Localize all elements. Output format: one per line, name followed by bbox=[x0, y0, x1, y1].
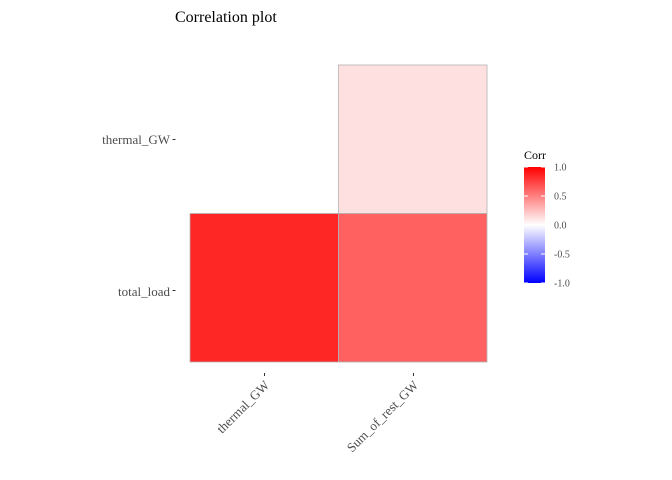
legend-tick-label: 1.0 bbox=[554, 163, 567, 174]
legend-ticks: 1.0 0.5 0.0 -0.5 -1.0 bbox=[524, 163, 570, 290]
legend-tick-label: 0.5 bbox=[554, 192, 567, 203]
heatmap-cell-thermal-gw-sum-of-rest-gw bbox=[338, 64, 488, 214]
heatmap-cells bbox=[189, 64, 488, 363]
y-tick-label-total-load: total_load bbox=[118, 284, 170, 299]
x-axis: thermal_GW Sum_of_rest_GW bbox=[214, 373, 422, 455]
x-tick-label-sum-of-rest-gw: Sum_of_rest_GW bbox=[344, 377, 422, 455]
legend-title: Corr bbox=[524, 148, 546, 162]
chart-title: Correlation plot bbox=[175, 9, 277, 26]
x-tick-label-thermal-gw: thermal_GW bbox=[214, 377, 273, 436]
y-tick-label-thermal-gw: thermal_GW bbox=[102, 132, 171, 147]
y-axis: thermal_GW total_load bbox=[102, 132, 176, 299]
legend-tick-label: 0.0 bbox=[554, 221, 567, 232]
heatmap-cell-total-load-sum-of-rest-gw bbox=[338, 213, 488, 363]
legend-colorbar bbox=[524, 167, 545, 283]
legend: Corr 1.0 0.5 0.0 -0.5 -1.0 bbox=[524, 148, 570, 290]
heatmap-cell-total-load-thermal-gw bbox=[189, 213, 339, 363]
legend-tick-label: -1.0 bbox=[554, 279, 570, 290]
legend-tick-label: -0.5 bbox=[554, 250, 570, 261]
